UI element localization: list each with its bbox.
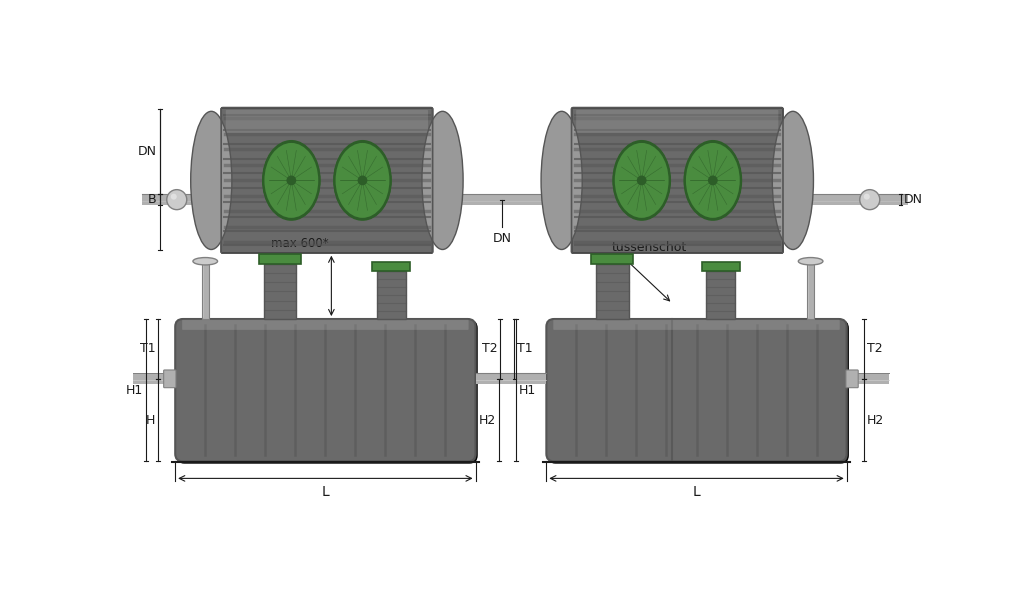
Bar xyxy=(202,261,209,319)
Bar xyxy=(701,262,739,271)
Ellipse shape xyxy=(612,140,671,221)
Text: DN: DN xyxy=(903,193,923,206)
Ellipse shape xyxy=(685,142,740,219)
Bar xyxy=(847,373,889,384)
Ellipse shape xyxy=(190,111,231,249)
Text: T2: T2 xyxy=(482,342,498,355)
Text: H2: H2 xyxy=(866,414,884,427)
Bar xyxy=(377,271,407,319)
Circle shape xyxy=(358,176,367,185)
Text: L: L xyxy=(322,485,330,499)
Text: DN: DN xyxy=(493,232,512,245)
Text: L: L xyxy=(692,485,700,499)
Circle shape xyxy=(167,189,186,210)
Text: B: B xyxy=(148,193,157,206)
FancyBboxPatch shape xyxy=(221,108,432,253)
FancyBboxPatch shape xyxy=(846,370,858,388)
Text: H1: H1 xyxy=(126,384,143,397)
Circle shape xyxy=(864,194,869,200)
Ellipse shape xyxy=(262,140,321,221)
Text: T2: T2 xyxy=(866,342,883,355)
FancyBboxPatch shape xyxy=(175,319,475,462)
Ellipse shape xyxy=(541,111,583,249)
Ellipse shape xyxy=(335,142,390,219)
Ellipse shape xyxy=(799,258,823,265)
Circle shape xyxy=(638,176,646,185)
Bar xyxy=(259,254,301,264)
Ellipse shape xyxy=(333,140,392,221)
Ellipse shape xyxy=(422,111,463,249)
FancyBboxPatch shape xyxy=(177,321,477,463)
Bar xyxy=(475,373,547,384)
Bar xyxy=(133,373,175,384)
Bar xyxy=(592,254,634,264)
Text: tussenschot: tussenschot xyxy=(611,241,687,253)
Ellipse shape xyxy=(193,258,217,265)
FancyBboxPatch shape xyxy=(553,320,840,330)
Circle shape xyxy=(860,189,880,210)
Bar xyxy=(807,261,814,319)
Text: H2: H2 xyxy=(479,414,497,427)
FancyBboxPatch shape xyxy=(164,370,176,388)
Text: max 600*: max 600* xyxy=(270,237,329,250)
Ellipse shape xyxy=(613,142,670,219)
Bar xyxy=(373,262,411,271)
FancyBboxPatch shape xyxy=(577,110,778,133)
FancyBboxPatch shape xyxy=(182,320,469,330)
Text: H1: H1 xyxy=(518,384,536,397)
Circle shape xyxy=(171,194,177,200)
FancyBboxPatch shape xyxy=(548,321,848,463)
Ellipse shape xyxy=(772,111,813,249)
Bar xyxy=(706,271,735,319)
Bar xyxy=(142,194,908,205)
Text: T1: T1 xyxy=(139,342,156,355)
Bar xyxy=(264,264,297,319)
Circle shape xyxy=(709,176,717,185)
FancyBboxPatch shape xyxy=(547,319,847,462)
Text: H: H xyxy=(145,414,156,427)
Ellipse shape xyxy=(683,140,742,221)
Circle shape xyxy=(287,176,296,185)
Text: T1: T1 xyxy=(517,342,532,355)
Bar xyxy=(596,264,629,319)
Text: DN: DN xyxy=(138,145,157,159)
FancyBboxPatch shape xyxy=(226,110,428,133)
Ellipse shape xyxy=(263,142,319,219)
FancyBboxPatch shape xyxy=(571,108,783,253)
